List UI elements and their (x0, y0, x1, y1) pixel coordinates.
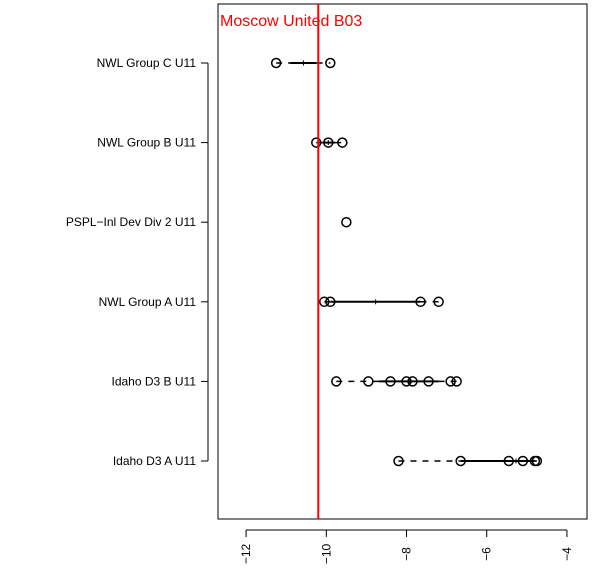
data-point (363, 376, 374, 387)
row-group (319, 296, 444, 308)
data-point (323, 137, 334, 148)
y-tick-label: NWL Group A U11 (99, 295, 197, 309)
row-group (393, 455, 543, 467)
data-point (393, 455, 404, 467)
data-point (415, 296, 426, 308)
y-tick-label: NWL Group B U11 (97, 136, 196, 150)
x-tick-label: −6 (480, 547, 494, 561)
data-point (445, 376, 456, 387)
data-point (311, 137, 322, 148)
y-tick-label: NWL Group C U11 (97, 56, 197, 70)
y-tick-label: PSPL−Inl Dev Div 2 U11 (66, 215, 196, 229)
data-point (517, 455, 529, 467)
data-point (423, 376, 434, 387)
data-point (401, 376, 412, 387)
data-point (325, 296, 336, 308)
row-group (270, 57, 336, 69)
data-point (341, 216, 352, 228)
data-point (455, 455, 466, 467)
rows-layer (270, 57, 543, 467)
x-tick-label: −4 (560, 547, 574, 561)
data-point (407, 376, 418, 387)
plot-border (217, 3, 588, 520)
data-point (270, 57, 282, 69)
data-point (451, 376, 462, 387)
y-tick-label: Idaho D3 A U11 (113, 454, 197, 468)
y-tick-label: Idaho D3 B U11 (112, 374, 197, 388)
x-tick-label: −10 (319, 543, 333, 564)
data-point (337, 137, 348, 148)
data-point (331, 376, 342, 387)
reference-line-label: Moscow United B03 (220, 13, 362, 30)
x-tick-label: −12 (239, 543, 253, 564)
data-point (531, 455, 543, 467)
row-group (331, 376, 462, 387)
x-tick-label: −8 (400, 547, 414, 561)
y-axis: NWL Group C U11 NWL Group B U11 PSPL−Inl D… (66, 56, 209, 468)
row-group (311, 137, 348, 148)
data-point (503, 455, 515, 467)
data-point (433, 296, 444, 308)
data-point (325, 57, 336, 69)
data-point (385, 376, 396, 387)
data-point (319, 296, 330, 308)
x-axis: −12 −10 −8 −6 −4 (239, 529, 574, 564)
row-group (341, 216, 352, 228)
